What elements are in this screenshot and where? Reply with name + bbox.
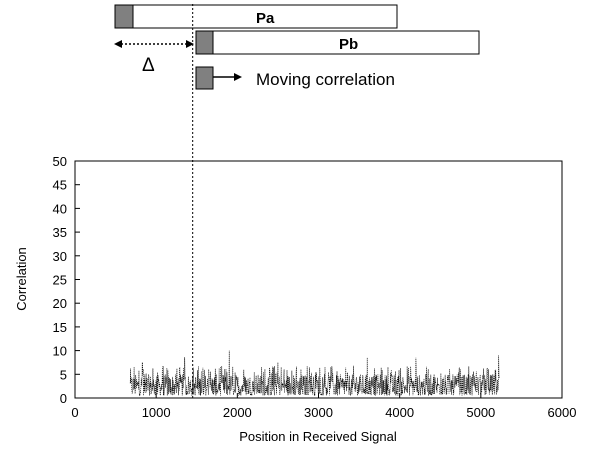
y-tick-label: 20 xyxy=(53,296,67,311)
x-axis-label: Position in Received Signal xyxy=(239,429,397,444)
block-pa xyxy=(132,4,398,29)
block-pb xyxy=(212,30,480,55)
y-axis-ticks: 0 5 10 15 20 25 30 35 40 45 50 xyxy=(53,154,80,406)
y-tick-label: 40 xyxy=(53,201,67,216)
x-tick-label: 5000 xyxy=(466,405,495,420)
x-tick-label: 0 xyxy=(71,405,78,420)
x-tick-label: 3000 xyxy=(304,405,333,420)
y-tick-label: 5 xyxy=(60,367,67,382)
y-tick-label: 0 xyxy=(60,391,67,406)
moving-correlation-label: Moving correlation xyxy=(256,70,395,89)
plot-area xyxy=(74,160,563,399)
y-axis-label: Correlation xyxy=(14,247,29,311)
block-pb-shaded xyxy=(195,30,214,55)
correlation-series-line xyxy=(129,350,500,397)
block-pa-shaded xyxy=(114,4,134,29)
chart: 0 5 10 15 20 25 30 35 40 45 50 0 1000 2000 3000 4000 50… xyxy=(14,154,576,444)
y-tick-label: 35 xyxy=(53,225,67,240)
y-tick-label: 15 xyxy=(53,320,67,335)
delta-arrowhead-right xyxy=(186,40,194,48)
block-pb-label: Pb xyxy=(339,36,358,53)
x-tick-label: 2000 xyxy=(223,405,252,420)
block-pa-label: Pa xyxy=(256,10,275,27)
correlation-diagram: Pa Pb Δ Moving correlation xyxy=(114,4,480,90)
moving-arrowhead xyxy=(234,73,242,81)
y-tick-label: 45 xyxy=(53,178,67,193)
y-tick-label: 50 xyxy=(53,154,67,169)
y-tick-label: 30 xyxy=(53,249,67,264)
delta-symbol: Δ xyxy=(142,55,155,76)
x-axis-ticks: 0 1000 2000 3000 4000 5000 6000 xyxy=(71,393,576,420)
moving-window xyxy=(195,66,214,90)
x-tick-label: 6000 xyxy=(548,405,577,420)
delta-arrowhead-left xyxy=(114,40,122,48)
y-tick-label: 10 xyxy=(53,344,67,359)
y-tick-label: 25 xyxy=(53,273,67,288)
x-tick-label: 4000 xyxy=(385,405,414,420)
x-tick-label: 1000 xyxy=(142,405,171,420)
